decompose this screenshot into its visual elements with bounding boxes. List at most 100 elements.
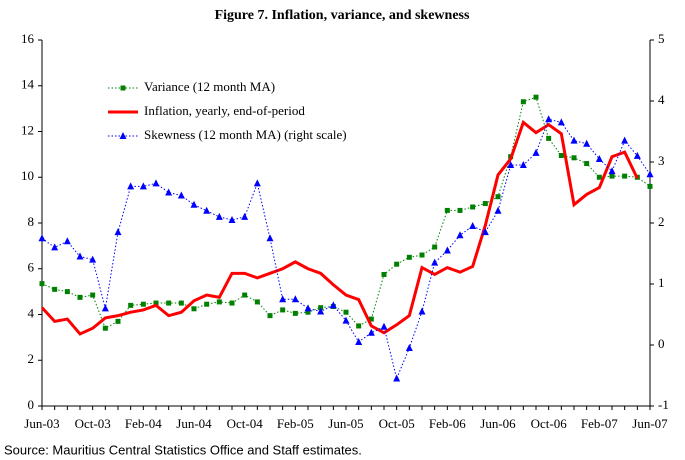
data-point (482, 201, 488, 207)
x-tick-label: Oct-03 (75, 416, 111, 431)
y2-tick-label: 2 (658, 214, 665, 229)
data-point (128, 302, 134, 308)
x-tick-label: Feb-06 (429, 416, 466, 431)
series-line (41, 118, 651, 381)
data-point (520, 99, 526, 105)
data-point (381, 271, 387, 277)
data-point (533, 94, 539, 100)
legend-marker (119, 132, 127, 139)
data-point (329, 301, 337, 309)
x-tick-label: Oct-06 (531, 416, 568, 431)
data-point (114, 228, 122, 236)
y-tick-label: 14 (21, 77, 35, 92)
data-point (101, 304, 109, 312)
data-point (190, 200, 198, 208)
data-point (140, 301, 146, 307)
data-point (380, 322, 388, 330)
data-point (280, 307, 286, 313)
data-point (609, 173, 615, 179)
y2-tick-label: 0 (658, 336, 665, 351)
data-point (215, 212, 223, 220)
data-point (76, 252, 84, 260)
data-point (229, 300, 235, 306)
y2-tick-label: 1 (658, 275, 665, 290)
data-point (38, 234, 46, 242)
data-point (431, 258, 439, 266)
data-point (507, 161, 515, 169)
x-tick-label: Jun-03 (24, 416, 59, 431)
data-point (532, 148, 540, 156)
data-point (621, 136, 629, 144)
data-point (571, 155, 577, 161)
legend-marker (120, 85, 126, 91)
data-point (152, 179, 160, 187)
data-point (52, 286, 58, 292)
data-point (253, 179, 261, 187)
x-tick-label: Oct-04 (227, 416, 264, 431)
data-point (583, 139, 591, 147)
data-point (481, 228, 489, 236)
data-point (90, 292, 96, 298)
x-tick-label: Feb-04 (125, 416, 162, 431)
data-point (51, 243, 59, 251)
data-point (608, 167, 616, 175)
data-point (405, 344, 413, 352)
chart-title: Figure 7. Inflation, variance, and skewn… (215, 8, 470, 23)
legend-label: Variance (12 month MA) (144, 79, 275, 94)
y2-tick-label: -1 (658, 397, 669, 412)
y2-tick-label: 3 (658, 153, 665, 168)
data-point (456, 231, 464, 239)
data-point (570, 136, 578, 144)
y-tick-label: 10 (21, 168, 34, 183)
data-point (406, 254, 412, 260)
data-point (77, 294, 83, 300)
legend-label: Skewness (12 month MA) (right scale) (144, 127, 347, 142)
data-point (64, 289, 70, 295)
source-note: Source: Mauritius Central Statistics Off… (4, 442, 362, 457)
data-point (646, 170, 654, 178)
x-tick-label: Feb-05 (277, 416, 314, 431)
y-tick-label: 16 (21, 31, 35, 46)
data-point (443, 246, 451, 254)
data-point (165, 188, 173, 196)
data-point (393, 374, 401, 382)
data-point (115, 318, 121, 324)
data-point (356, 323, 362, 329)
data-point (444, 207, 450, 213)
data-point (367, 328, 375, 336)
data-point (557, 118, 565, 126)
data-point (153, 300, 159, 306)
data-point (242, 292, 248, 298)
data-point (494, 206, 502, 214)
data-point (216, 299, 222, 305)
x-tick-label: Oct-05 (379, 416, 415, 431)
data-point (266, 234, 274, 242)
y-tick-label: 12 (21, 122, 34, 137)
data-point (584, 161, 590, 167)
y-tick-label: 8 (28, 214, 35, 229)
data-point (291, 295, 299, 303)
data-point (469, 222, 477, 230)
data-point (495, 194, 501, 200)
data-point (394, 261, 400, 267)
data-point (254, 299, 260, 305)
data-point (418, 307, 426, 315)
data-point (457, 207, 463, 213)
y-tick-label: 6 (28, 260, 35, 275)
data-point (558, 153, 564, 159)
data-point (343, 309, 349, 315)
data-point (191, 306, 197, 312)
data-point (177, 191, 185, 199)
data-point (292, 310, 298, 316)
data-point (342, 316, 350, 324)
x-tick-label: Jun-07 (632, 416, 668, 431)
data-point (63, 237, 71, 245)
y-tick-label: 0 (28, 397, 35, 412)
legend-label: Inflation, yearly, end-of-period (144, 103, 305, 118)
data-point (102, 325, 108, 331)
data-point (178, 300, 184, 306)
data-point (39, 281, 45, 287)
data-point (204, 301, 210, 307)
data-point (519, 161, 527, 169)
